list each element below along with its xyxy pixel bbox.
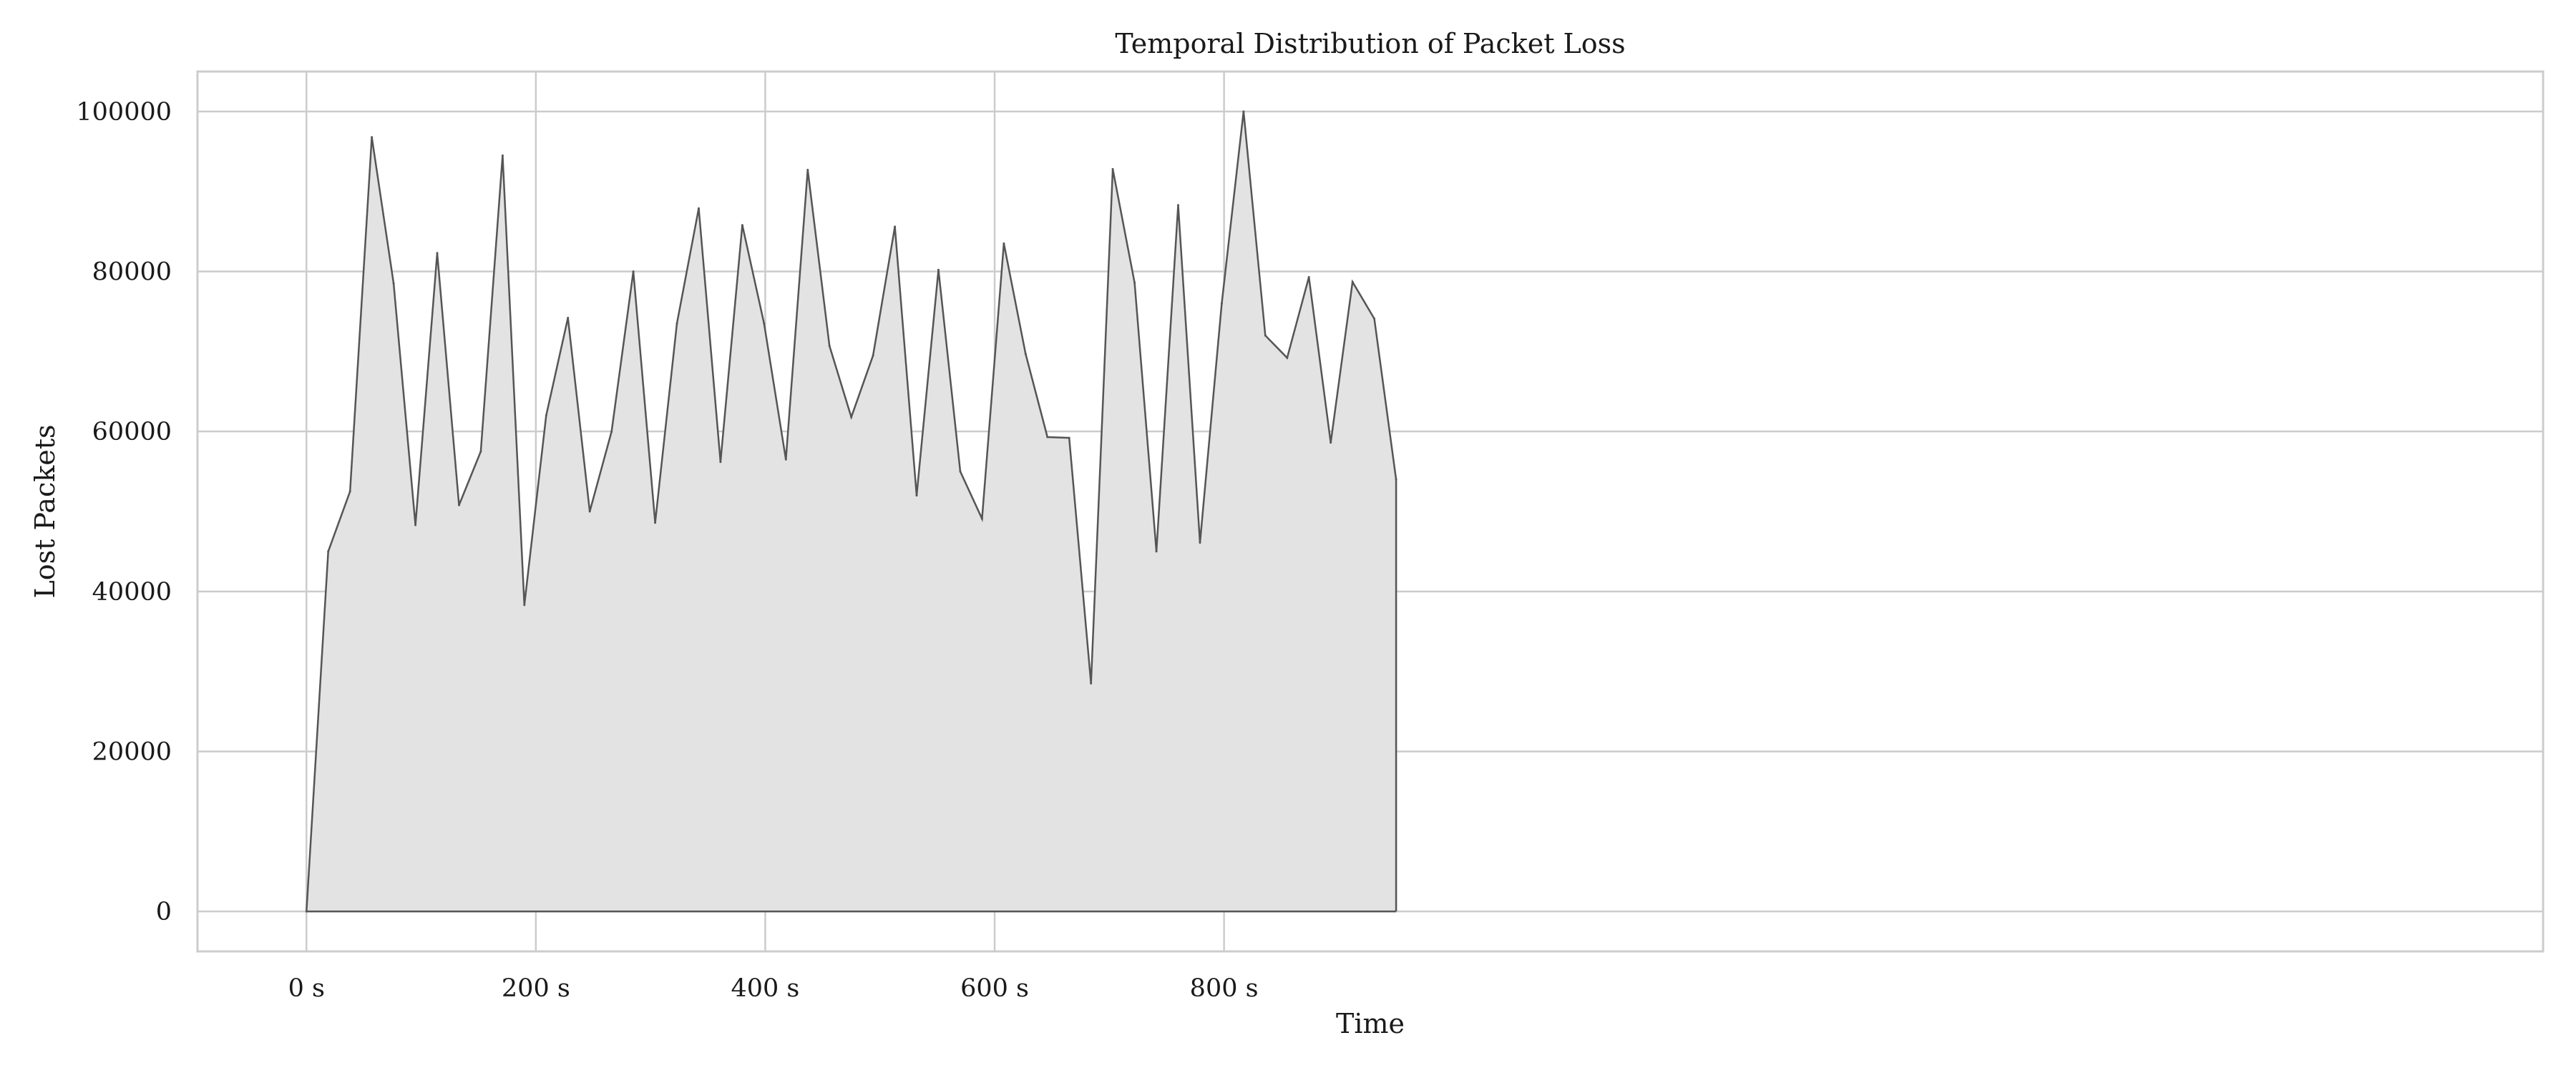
x-tick-label: 0 s (288, 974, 325, 1003)
data-point (1373, 318, 1376, 320)
data-point (436, 252, 439, 255)
data-point (1024, 353, 1027, 356)
data-point (894, 225, 897, 228)
data-point (654, 521, 657, 524)
data-point (806, 169, 809, 171)
y-tick-label: 0 (156, 898, 172, 926)
data-point (1220, 302, 1223, 305)
data-point (719, 461, 722, 464)
data-point (545, 414, 547, 417)
x-tick-label: 600 s (960, 974, 1029, 1003)
data-point (959, 470, 962, 473)
y-tick-label: 60000 (92, 418, 172, 446)
data-point (392, 282, 395, 285)
data-point (828, 345, 831, 347)
data-point (371, 136, 374, 139)
data-point (501, 154, 504, 157)
data-point (610, 430, 613, 433)
data-point (1286, 356, 1289, 359)
data-point (1307, 275, 1310, 278)
data-point (414, 524, 417, 526)
y-axis-label: Lost Packets (29, 424, 61, 598)
data-point (1177, 204, 1179, 207)
y-tick-label: 80000 (92, 258, 172, 287)
x-tick-label: 200 s (502, 974, 570, 1003)
data-point (1090, 682, 1093, 685)
y-tick-label: 100000 (76, 98, 172, 127)
x-tick-label: 800 s (1190, 974, 1259, 1003)
data-point (348, 490, 351, 493)
y-axis-ticks: 0 20000 40000 60000 80000 100000 (76, 98, 172, 926)
data-point (784, 458, 787, 461)
data-point (1395, 478, 1397, 481)
x-axis-label: Time (1336, 1008, 1405, 1039)
y-tick-label: 20000 (92, 738, 172, 766)
data-point (1242, 110, 1245, 113)
x-axis-ticks: 0 s 200 s 400 s 600 s 800 s (288, 974, 1259, 1003)
chart-title: Temporal Distribution of Packet Loss (1115, 28, 1625, 59)
y-tick-label: 40000 (92, 578, 172, 607)
data-point (1264, 334, 1267, 337)
data-point (937, 268, 940, 271)
plot-area (305, 110, 1397, 913)
data-point (458, 504, 460, 506)
area-fill (306, 111, 1397, 912)
data-point (1046, 436, 1049, 438)
data-point (741, 224, 743, 227)
data-point (588, 510, 591, 513)
x-tick-label: 400 s (731, 974, 799, 1003)
data-point (1330, 441, 1332, 444)
data-point (915, 494, 918, 497)
data-point (1199, 542, 1201, 544)
series-line (306, 111, 1397, 912)
data-point (327, 550, 330, 553)
data-point (523, 604, 526, 607)
data-point (1155, 550, 1158, 553)
data-point (872, 354, 874, 357)
data-point (980, 517, 983, 520)
data-point (567, 316, 570, 319)
data-point (1133, 281, 1136, 284)
data-point (850, 416, 853, 418)
data-point (479, 450, 482, 453)
data-point (763, 322, 766, 325)
data-point (1111, 167, 1114, 170)
data-point (698, 207, 700, 210)
data-point (632, 270, 635, 273)
plot-frame (196, 70, 2545, 953)
data-point (1068, 436, 1070, 439)
data-point (675, 322, 678, 325)
data-point (1351, 280, 1354, 283)
data-point (305, 910, 308, 913)
data-point (1002, 242, 1005, 245)
